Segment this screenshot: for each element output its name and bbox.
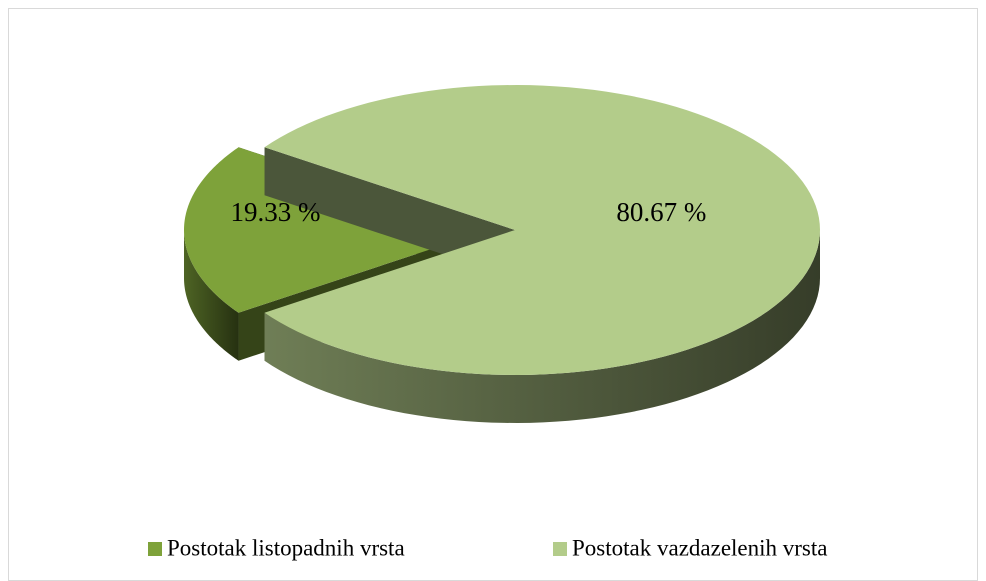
slice-top [184,147,489,313]
slice-side [184,230,239,361]
legend-label: Postotak vazdazelenih vrsta [572,535,827,560]
slice-side [264,230,820,423]
data-label: 19.33 % [231,197,321,227]
legend-swatch [553,542,567,556]
legend-swatch [148,542,162,556]
slice-edge-face [264,147,515,278]
pie: 19.33 % 80.67 % [184,85,820,423]
legend: Postotak listopadnih vrsta Postotak vazda… [148,535,827,560]
slice-top [264,85,820,375]
pie-slice [264,85,820,423]
legend-label: Postotak listopadnih vrsta [167,535,405,560]
data-label: 80.67 % [616,197,706,227]
